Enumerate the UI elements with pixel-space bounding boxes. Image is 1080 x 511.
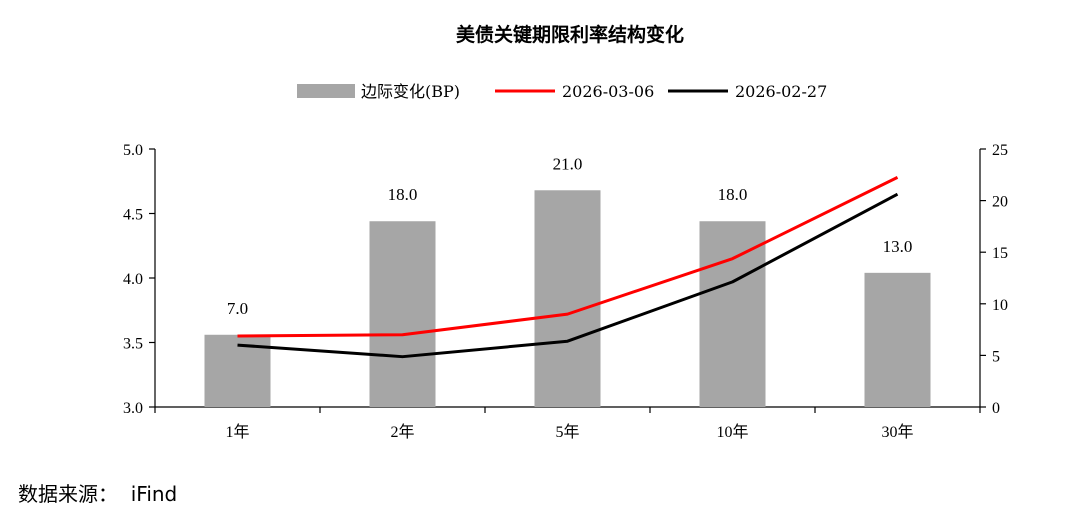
bar-data-label: 18.0 bbox=[388, 185, 418, 204]
legend-swatch-bar bbox=[297, 84, 355, 98]
y-right-tick-label: 10 bbox=[992, 297, 1008, 314]
bar-data-label: 7.0 bbox=[227, 299, 248, 318]
x-tick-label: 10年 bbox=[716, 423, 748, 441]
y-left-tick-label: 4.5 bbox=[123, 207, 143, 224]
y-right-tick-label: 20 bbox=[992, 194, 1008, 211]
data-labels: 7.0 18.0 21.0 18.0 13.0 bbox=[227, 154, 913, 317]
bar bbox=[369, 221, 436, 407]
series-line bbox=[237, 176, 899, 338]
bar-data-label: 13.0 bbox=[883, 237, 913, 256]
legend: 边际变化(BP) 2026-03-06 2026-02-27 bbox=[297, 82, 827, 101]
x-tick-label: 5年 bbox=[555, 423, 579, 441]
legend-label-bar: 边际变化(BP) bbox=[361, 82, 460, 101]
legend-label-line-2: 2026-02-27 bbox=[735, 82, 827, 101]
y-left-tick-label: 3.5 bbox=[123, 336, 143, 353]
y-left-tick-label: 4.0 bbox=[123, 271, 143, 288]
x-tick-label: 30年 bbox=[881, 423, 913, 441]
y-right-tick-label: 5 bbox=[992, 348, 1000, 365]
legend-label-line-1: 2026-03-06 bbox=[562, 82, 654, 101]
lines bbox=[237, 176, 899, 359]
x-tick-label: 1年 bbox=[225, 423, 249, 441]
y-right-tick-label: 0 bbox=[992, 400, 1000, 417]
y-right-tick-label: 15 bbox=[992, 245, 1008, 262]
y-left-tick-label: 5.0 bbox=[123, 142, 143, 159]
chart: 美债关键期限利率结构变化 边际变化(BP) 2026-03-06 2026-02… bbox=[123, 23, 1008, 441]
chart-title: 美债关键期限利率结构变化 bbox=[456, 23, 684, 46]
bars bbox=[204, 190, 931, 407]
y-left-tick-label: 3.0 bbox=[123, 400, 143, 417]
bar-data-label: 18.0 bbox=[718, 185, 748, 204]
bar bbox=[699, 221, 766, 407]
x-tick-label: 2年 bbox=[390, 423, 414, 441]
bar bbox=[864, 272, 931, 407]
source-note: 数据来源： iFind bbox=[18, 482, 178, 506]
y-right-tick-label: 25 bbox=[992, 142, 1008, 159]
series-line bbox=[237, 192, 899, 359]
bar bbox=[534, 190, 601, 407]
bar-data-label: 21.0 bbox=[553, 154, 583, 173]
